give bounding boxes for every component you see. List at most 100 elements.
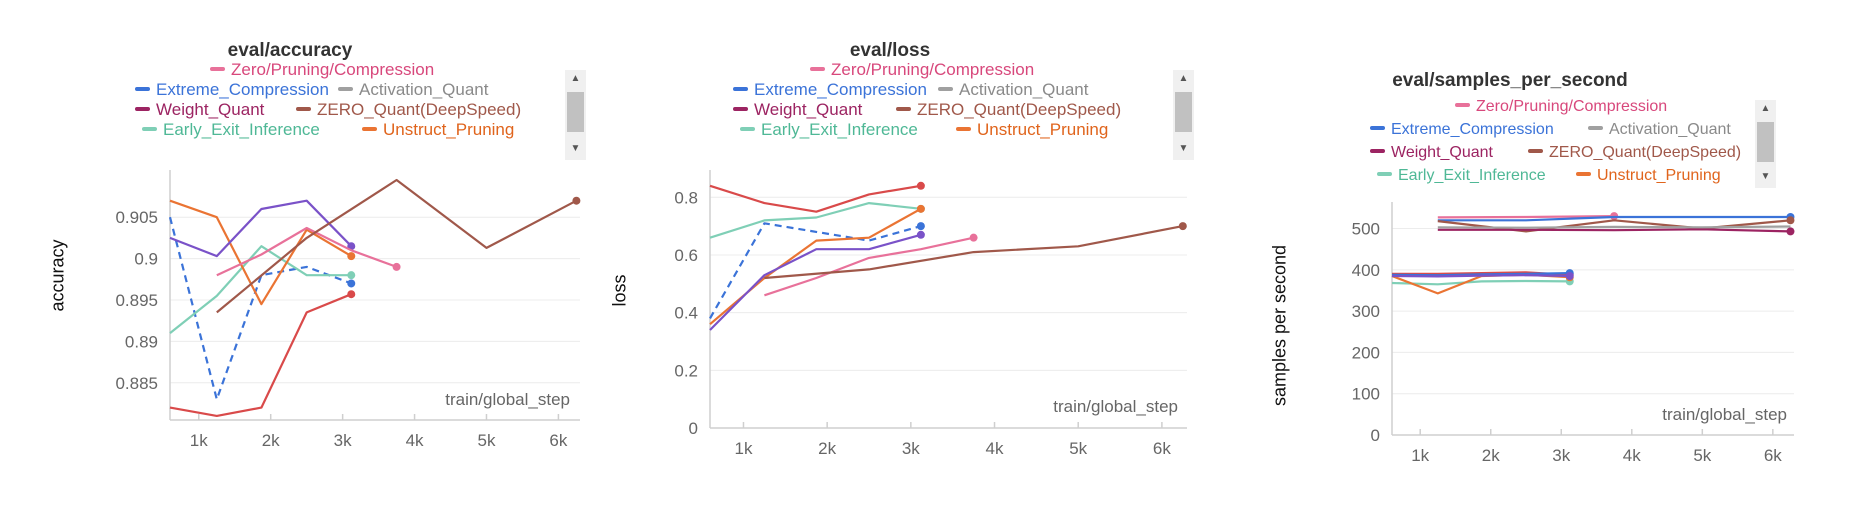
scroll-down-icon[interactable]: ▼ xyxy=(1178,143,1189,154)
legend-label: ZERO_Quant(DeepSpeed) xyxy=(1549,144,1742,161)
x-tick-label: 4k xyxy=(406,431,424,450)
series-line[interactable] xyxy=(1391,279,1570,286)
series-end-point[interactable] xyxy=(347,271,356,280)
legend-item-extreme-compression[interactable]: Extreme_Compression xyxy=(1370,121,1554,139)
legend-item-activation-quant[interactable]: Activation_Quant xyxy=(938,80,1088,100)
series-end-point[interactable] xyxy=(969,233,978,242)
series-end-point[interactable] xyxy=(916,230,925,239)
series-line[interactable] xyxy=(709,222,922,319)
legend-swatch xyxy=(142,126,157,131)
legend-label: Early_Exit_Inference xyxy=(1398,167,1546,184)
scroll-thumb[interactable] xyxy=(1757,122,1774,162)
y-tick-label: 500 xyxy=(1352,220,1380,239)
legend-label: Weight_Quant xyxy=(156,100,265,119)
legend: Zero/Pruning/Compression Extreme_Compres… xyxy=(600,0,1220,170)
series-end-point[interactable] xyxy=(916,222,925,231)
series-line[interactable] xyxy=(1391,274,1570,278)
legend-item-zero-pruning-compression[interactable]: Zero/Pruning/Compression xyxy=(1455,98,1667,116)
plot-area: 0.885 0.89 0.895 0.9 0.905 1k 2k 3k 4k 5k 6k train/… xyxy=(115,170,581,450)
series-line[interactable] xyxy=(169,199,353,258)
scroll-up-icon[interactable]: ▲ xyxy=(570,73,581,84)
scroll-thumb[interactable] xyxy=(567,92,584,132)
series-end-point[interactable] xyxy=(347,252,356,261)
series-end-point[interactable] xyxy=(1786,227,1795,236)
series-line[interactable] xyxy=(764,225,1184,280)
scroll-up-icon[interactable]: ▲ xyxy=(1760,103,1771,114)
series-line[interactable] xyxy=(1437,225,1791,229)
legend-label: Early_Exit_Inference xyxy=(761,120,918,139)
x-axis-label: train/global_step xyxy=(1053,397,1178,416)
y-tick-label: 0.885 xyxy=(115,374,158,393)
series-line[interactable] xyxy=(1437,215,1791,222)
legend-item-zero-pruning-compression[interactable]: Zero/Pruning/Compression xyxy=(810,60,1034,80)
legend-item-zero-pruning-compression[interactable]: Zero/Pruning/Compression xyxy=(210,60,434,80)
legend-scrollbar[interactable]: ▲ ▼ xyxy=(1755,100,1776,188)
legend-item-extreme-compression[interactable]: Extreme_Compression xyxy=(733,80,927,100)
legend-item-weight-quant[interactable]: Weight_Quant xyxy=(733,100,862,120)
legend-item-zero-quant-deepspeed[interactable]: ZERO_Quant(DeepSpeed) xyxy=(296,100,521,120)
y-tick-label: 0.905 xyxy=(115,208,158,227)
legend-label: Unstruct_Pruning xyxy=(1597,167,1721,184)
series-line[interactable] xyxy=(169,245,352,334)
legend: Zero/Pruning/Compression Extreme_Compres… xyxy=(0,0,600,170)
series-end-point[interactable] xyxy=(572,196,581,205)
legend-swatch xyxy=(135,106,150,111)
legend-item-zero-quant-deepspeed[interactable]: ZERO_Quant(DeepSpeed) xyxy=(896,100,1121,120)
legend-swatch xyxy=(896,106,911,111)
y-tick-label: 0.895 xyxy=(115,291,158,310)
scroll-thumb[interactable] xyxy=(1175,92,1192,132)
series-line[interactable] xyxy=(709,233,922,331)
legend-label: Zero/Pruning/Compression xyxy=(831,60,1035,79)
x-tick-label: 2k xyxy=(262,431,280,450)
legend-item-activation-quant[interactable]: Activation_Quant xyxy=(338,80,488,100)
series-end-point[interactable] xyxy=(347,290,356,299)
legend-item-unstruct-pruning[interactable]: Unstruct_Pruning xyxy=(1576,167,1721,185)
legend-label: Activation_Quant xyxy=(359,80,489,99)
series-line[interactable] xyxy=(216,178,577,314)
legend-scrollbar[interactable]: ▲ ▼ xyxy=(1173,70,1194,160)
series-end-point[interactable] xyxy=(1178,222,1187,231)
y-tick-label: 0.9 xyxy=(134,250,158,269)
legend-item-early-exit-inference[interactable]: Early_Exit_Inference xyxy=(142,120,320,140)
x-tick-label: 5k xyxy=(478,431,496,450)
x-tick-label: 6k xyxy=(549,431,567,450)
legend-swatch xyxy=(1576,171,1591,176)
series-end-point[interactable] xyxy=(916,181,925,190)
series-line[interactable] xyxy=(1437,215,1615,219)
y-tick-label: 200 xyxy=(1352,343,1380,362)
series-line[interactable] xyxy=(1391,272,1570,277)
series-end-point[interactable] xyxy=(392,262,401,271)
legend-item-early-exit-inference[interactable]: Early_Exit_Inference xyxy=(740,120,918,140)
series-line[interactable] xyxy=(169,199,352,306)
series-line[interactable] xyxy=(169,293,352,417)
series-end-point[interactable] xyxy=(1786,216,1795,225)
series-line[interactable] xyxy=(764,236,974,297)
x-tick-label: 4k xyxy=(1623,446,1641,465)
legend-item-unstruct-pruning[interactable]: Unstruct_Pruning xyxy=(362,120,514,140)
series-line[interactable] xyxy=(168,216,352,401)
legend-swatch xyxy=(1455,102,1470,107)
legend-item-extreme-compression[interactable]: Extreme_Compression xyxy=(135,80,329,100)
legend-item-activation-quant[interactable]: Activation_Quant xyxy=(1588,121,1731,139)
legend-item-unstruct-pruning[interactable]: Unstruct_Pruning xyxy=(956,120,1108,140)
legend-scrollbar[interactable]: ▲ ▼ xyxy=(565,70,586,160)
series-line[interactable] xyxy=(709,202,922,239)
series-line[interactable] xyxy=(1437,228,1791,233)
series-end-point[interactable] xyxy=(1565,272,1574,281)
scroll-up-icon[interactable]: ▲ xyxy=(1178,73,1189,84)
legend-label: ZERO_Quant(DeepSpeed) xyxy=(917,100,1122,119)
legend-item-early-exit-inference[interactable]: Early_Exit_Inference xyxy=(1377,167,1546,185)
legend-item-weight-quant[interactable]: Weight_Quant xyxy=(135,100,264,120)
y-tick-label: 400 xyxy=(1352,261,1380,280)
legend-swatch xyxy=(210,66,225,71)
series-line[interactable] xyxy=(216,226,397,277)
series-end-point[interactable] xyxy=(916,204,925,213)
legend-item-zero-quant-deepspeed[interactable]: ZERO_Quant(DeepSpeed) xyxy=(1528,144,1741,162)
legend-label: Zero/Pruning/Compression xyxy=(231,60,435,79)
series-end-point[interactable] xyxy=(347,279,356,288)
series-line[interactable] xyxy=(709,184,922,213)
scroll-down-icon[interactable]: ▼ xyxy=(1760,171,1771,182)
legend-swatch xyxy=(733,86,748,91)
scroll-down-icon[interactable]: ▼ xyxy=(570,143,581,154)
legend-item-weight-quant[interactable]: Weight_Quant xyxy=(1370,144,1493,162)
